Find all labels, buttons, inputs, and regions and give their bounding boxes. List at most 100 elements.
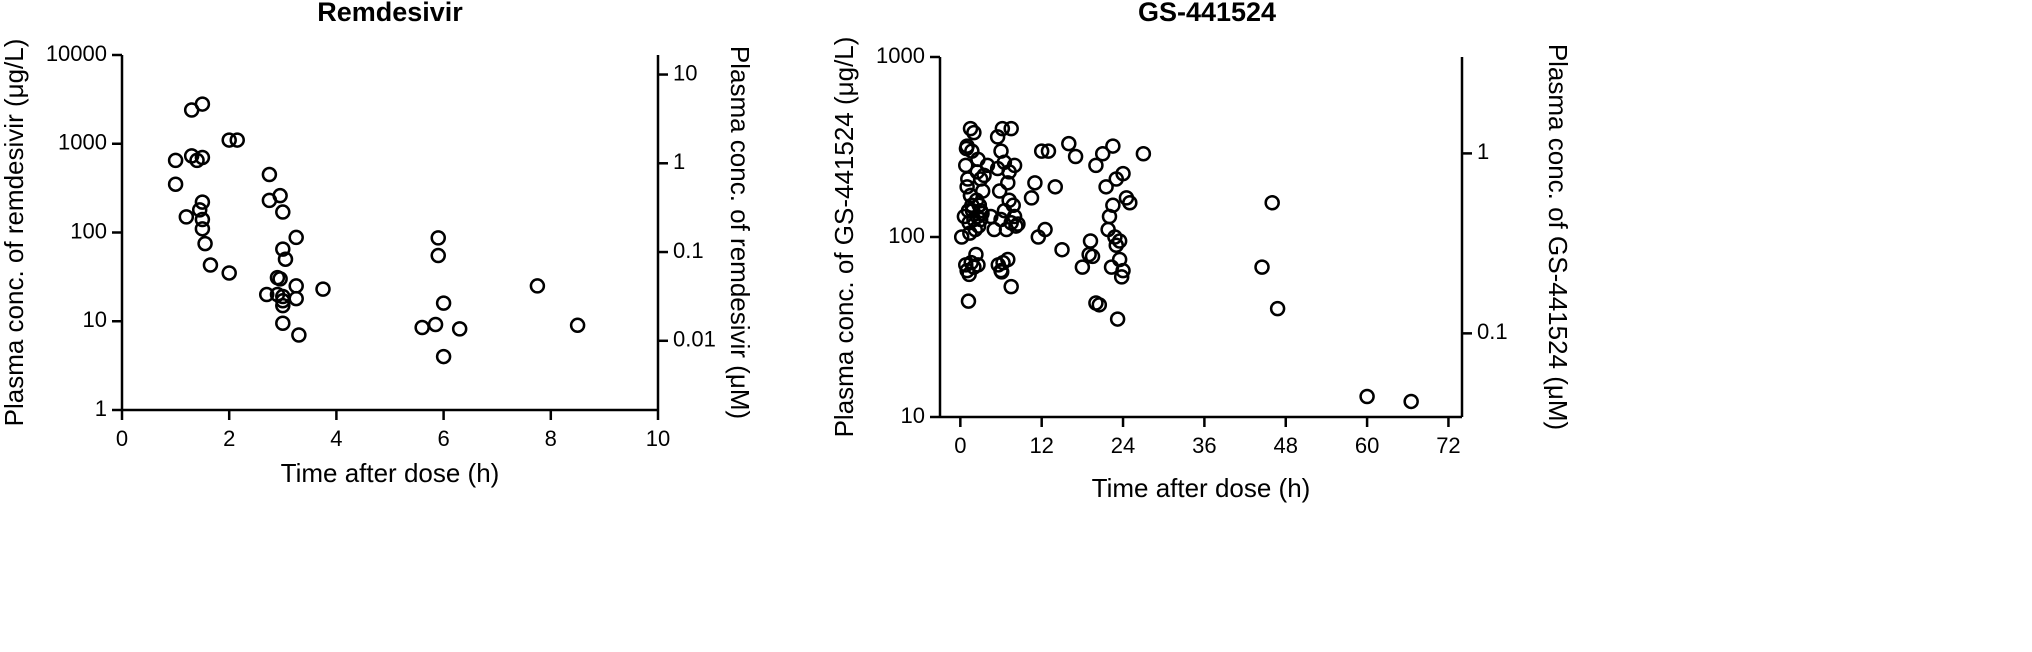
data-point bbox=[1027, 175, 1043, 191]
data-point bbox=[1003, 120, 1019, 137]
data-point bbox=[275, 204, 291, 220]
x-axis-title: Time after dose (h) bbox=[1092, 473, 1311, 503]
x-tick-label: 2 bbox=[223, 426, 235, 451]
data-point bbox=[194, 211, 211, 228]
data-point bbox=[960, 293, 977, 309]
data-point bbox=[1108, 237, 1125, 253]
data-point bbox=[1105, 138, 1121, 154]
x-tick-label: 36 bbox=[1192, 433, 1216, 458]
data-point bbox=[953, 229, 970, 245]
y2-tick-label: 0.1 bbox=[673, 238, 704, 263]
data-point bbox=[1003, 278, 1019, 295]
data-point bbox=[291, 327, 307, 343]
data-point bbox=[221, 132, 237, 148]
data-point bbox=[288, 278, 304, 294]
data-point bbox=[178, 209, 195, 225]
data-point bbox=[960, 171, 976, 187]
x-tick-label: 0 bbox=[954, 433, 966, 458]
y-tick-label: 100 bbox=[888, 223, 925, 248]
data-point bbox=[1040, 143, 1057, 159]
data-point bbox=[1105, 197, 1121, 214]
y-tick-label: 10000 bbox=[46, 41, 107, 66]
x-tick-label: 0 bbox=[116, 426, 128, 451]
data-point bbox=[191, 202, 208, 218]
data-point bbox=[194, 221, 211, 237]
data-point bbox=[194, 96, 211, 112]
data-point bbox=[991, 183, 1008, 199]
data-point bbox=[288, 290, 304, 307]
data-point bbox=[1000, 175, 1016, 191]
data-point bbox=[277, 251, 294, 267]
data-point bbox=[962, 225, 978, 241]
x-tick-label: 72 bbox=[1436, 433, 1460, 458]
data-point bbox=[427, 316, 444, 333]
data-point bbox=[1122, 194, 1138, 211]
data-point bbox=[976, 167, 992, 184]
x-tick-label: 24 bbox=[1111, 433, 1135, 458]
data-point bbox=[197, 235, 213, 252]
data-point bbox=[288, 229, 304, 246]
data-point bbox=[1054, 241, 1070, 258]
data-point bbox=[993, 264, 1010, 280]
x-tick-label: 4 bbox=[330, 426, 342, 451]
data-point bbox=[569, 317, 586, 334]
x-tick-label: 8 bbox=[545, 426, 557, 451]
data-point bbox=[435, 348, 452, 365]
data-point bbox=[962, 187, 979, 204]
y-tick-label: 1000 bbox=[58, 130, 107, 155]
x-axis-title: Time after dose (h) bbox=[281, 458, 500, 488]
data-point bbox=[414, 319, 430, 336]
data-point bbox=[966, 124, 982, 141]
y-tick-label: 1 bbox=[95, 396, 107, 421]
data-point bbox=[1010, 216, 1026, 232]
data-point bbox=[959, 179, 975, 195]
data-point bbox=[971, 197, 988, 214]
data-point bbox=[968, 246, 984, 263]
data-point bbox=[962, 120, 979, 137]
y2-tick-label: 1 bbox=[673, 149, 685, 174]
data-point bbox=[1001, 192, 1017, 209]
data-point bbox=[1113, 269, 1130, 285]
x-tick-label: 48 bbox=[1273, 433, 1297, 458]
data-point bbox=[989, 129, 1006, 145]
y2-tick-label: 10 bbox=[673, 60, 697, 85]
chart-title: GS-441524 bbox=[1138, 0, 1276, 27]
y2-axis-title: Plasma conc. of remdesivir (μM) bbox=[725, 46, 755, 419]
data-point bbox=[430, 247, 446, 264]
data-point bbox=[451, 321, 468, 337]
data-point bbox=[275, 297, 291, 314]
data-point bbox=[1403, 393, 1419, 410]
data-point bbox=[1109, 311, 1126, 327]
data-point bbox=[1103, 259, 1120, 275]
y-axis-title: Plasma conc. of remdesivir (μg/L) bbox=[0, 39, 29, 427]
data-point bbox=[1084, 248, 1101, 265]
data-point bbox=[1006, 157, 1023, 174]
data-point bbox=[1359, 388, 1375, 405]
y-tick-label: 10 bbox=[83, 307, 107, 332]
data-point bbox=[958, 140, 975, 157]
data-point bbox=[194, 194, 211, 210]
data-point bbox=[964, 197, 980, 214]
data-point bbox=[229, 132, 245, 148]
data-point bbox=[167, 152, 184, 169]
chart-title: Remdesivir bbox=[317, 0, 463, 27]
data-point bbox=[1135, 146, 1152, 162]
data-point bbox=[275, 315, 291, 331]
data-point bbox=[194, 149, 211, 166]
data-point bbox=[1088, 157, 1104, 174]
y-tick-label: 100 bbox=[70, 218, 107, 243]
x-tick-label: 6 bbox=[437, 426, 449, 451]
data-point bbox=[970, 257, 986, 273]
data-point bbox=[1047, 179, 1063, 195]
x-tick-label: 12 bbox=[1029, 433, 1053, 458]
data-point bbox=[529, 278, 546, 294]
data-point bbox=[1037, 221, 1053, 238]
data-point bbox=[1074, 259, 1091, 275]
data-point bbox=[1008, 218, 1024, 234]
data-point bbox=[221, 265, 237, 281]
data-point bbox=[1254, 259, 1270, 275]
data-point bbox=[1061, 135, 1077, 152]
data-point bbox=[972, 211, 989, 228]
